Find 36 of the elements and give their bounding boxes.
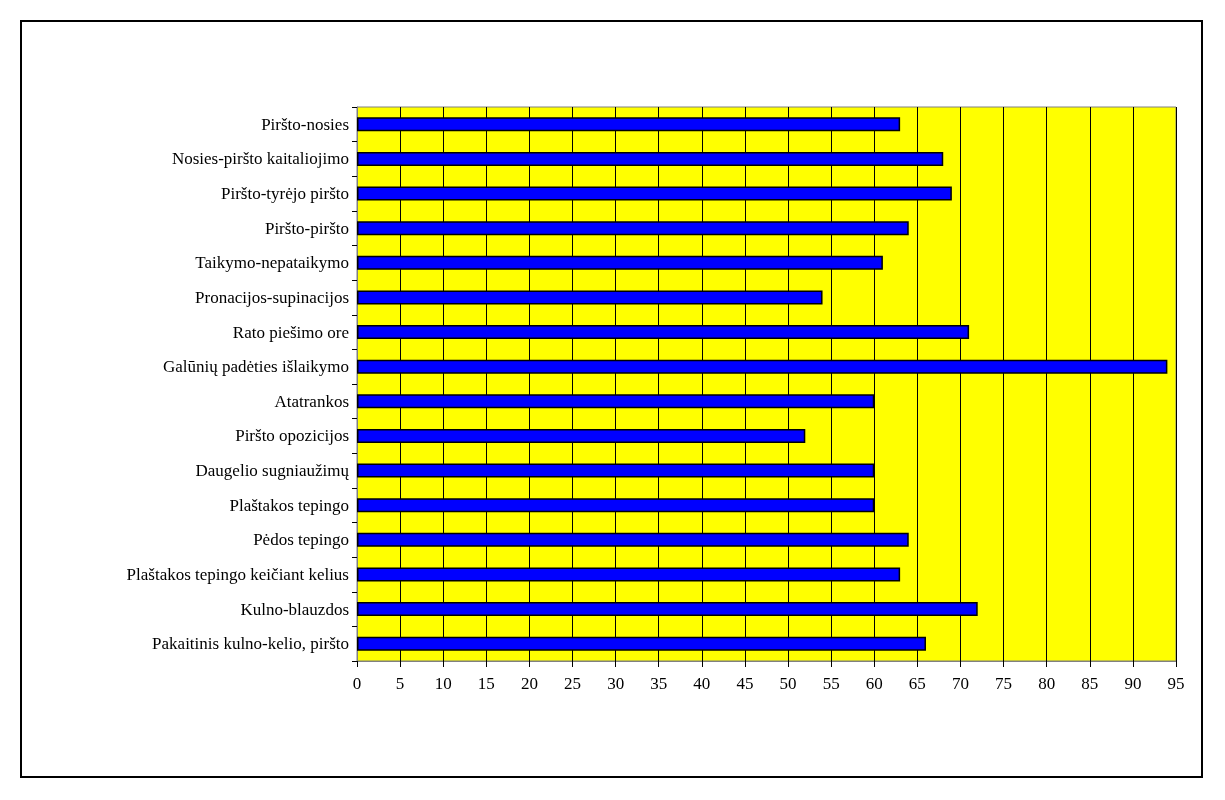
x-tick-label: 40	[693, 674, 711, 693]
y-tick-label: Daugelio sugniaužimų	[195, 461, 350, 481]
x-tick-label: 50	[779, 674, 797, 693]
y-tick-label: Piršto opozicijos	[235, 426, 349, 446]
x-tick-label: 30	[607, 674, 625, 693]
y-tick-label: Pakaitinis kulno-kelio, piršto	[152, 634, 349, 654]
x-tick-label: 35	[650, 674, 668, 693]
x-tick-label: 75	[995, 674, 1013, 693]
x-tick-label: 80	[1038, 674, 1056, 693]
x-tick-label: 10	[434, 674, 452, 693]
y-tick-label: Taikymo-nepataikymo	[195, 253, 349, 273]
x-tick-label: 70	[951, 674, 969, 693]
y-tick-label: Atatrankos	[274, 391, 349, 411]
x-tick-label: 45	[736, 674, 754, 693]
y-tick-label: Galūnių padėties išlaikymo	[162, 357, 349, 377]
y-tick-label: Rato piešimo ore	[232, 322, 349, 342]
x-tick-label: 95	[1167, 674, 1185, 693]
y-tick-label: Plaštakos tepingo	[229, 495, 349, 515]
y-tick-label: Plaštakos tepingo keičiant kelius	[126, 564, 349, 584]
y-tick-label: Piršto-nosies	[261, 114, 349, 134]
y-tick-label: Kulno-blauzdos	[240, 599, 349, 619]
x-tick-label: 0	[352, 674, 362, 693]
x-tick-label: 25	[564, 674, 582, 693]
y-tick-label: Pėdos tepingo	[253, 530, 349, 550]
x-tick-label: 20	[520, 674, 538, 693]
x-tick-label: 15	[477, 674, 495, 693]
y-tick-label: Piršto-piršto	[264, 218, 349, 238]
x-tick-label: 60	[865, 674, 883, 693]
x-tick-label: 90	[1124, 674, 1142, 693]
y-tick-label: Piršto-tyrėjo piršto	[221, 184, 349, 204]
x-tick-label: 65	[908, 674, 926, 693]
x-tick-label: 85	[1081, 674, 1099, 693]
x-tick-label: 5	[395, 674, 405, 693]
x-tick-label: 55	[822, 674, 840, 693]
y-tick-label: Pronacijos-supinacijos	[195, 287, 349, 307]
y-tick-label: Nosies-piršto kaitaliojimo	[171, 149, 349, 169]
